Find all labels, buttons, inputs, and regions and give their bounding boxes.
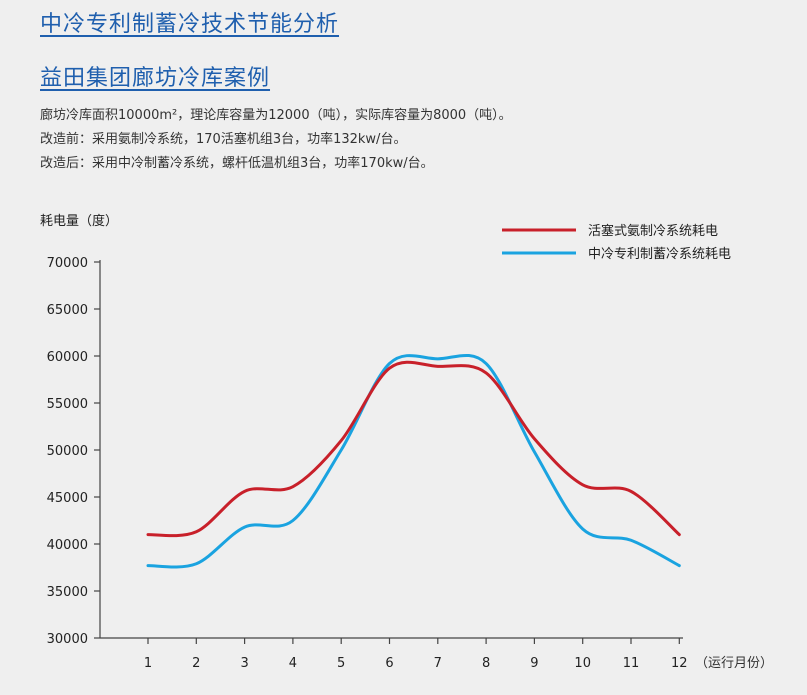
series-line-2 [146, 353, 681, 569]
y-tick-label: 70000 [47, 256, 88, 271]
x-tick-label: 12 [671, 656, 688, 671]
y-tick-label: 30000 [47, 632, 88, 647]
page-title: 中冷专利制蓄冷技术节能分析 [40, 12, 340, 37]
x-tick-label: 8 [482, 656, 490, 671]
x-axis-label: （运行月份） [695, 656, 773, 671]
x-tick-label: 5 [337, 656, 345, 671]
x-tick-label: 11 [623, 656, 640, 671]
y-tick-label: 65000 [47, 303, 88, 318]
x-tick-label: 3 [240, 656, 248, 671]
y-tick-label: 55000 [47, 397, 88, 412]
x-tick-label: 2 [192, 656, 200, 671]
y-tick-label: 45000 [47, 491, 88, 506]
x-tick-label: 1 [144, 656, 152, 671]
axes: 30000 35000 40000 45000 50000 55000 60000 65000… [47, 256, 688, 671]
series-lines [146, 353, 681, 569]
y-tick-label: 40000 [47, 538, 88, 553]
y-tick-label: 60000 [47, 350, 88, 365]
description-line-before: 改造前：采用氨制冷系统，170活塞机组3台，功率132kw/台。 [40, 132, 407, 147]
description-line-area: 廊坊冷库面积10000m²，理论库容量为12000（吨），实际库容量为8000（… [40, 108, 512, 123]
y-tick-label: 50000 [47, 444, 88, 459]
x-tick-label: 6 [385, 656, 393, 671]
series-line-1 [146, 360, 681, 538]
x-tick-label: 9 [530, 656, 538, 671]
legend-label-2: 中冷专利制蓄冷系统耗电 [588, 247, 731, 262]
x-tick-label: 4 [289, 656, 297, 671]
case-title: 益田集团廊坊冷库案例 [40, 66, 271, 91]
description-line-after: 改造后：采用中冷制蓄冷系统，螺杆低温机组3台，功率170kw/台。 [40, 156, 434, 171]
y-tick-label: 35000 [47, 585, 88, 600]
legend-label-1: 活塞式氨制冷系统耗电 [588, 223, 718, 239]
x-tick-label: 10 [574, 656, 591, 671]
y-axis-label: 耗电量（度） [40, 213, 118, 229]
x-tick-label: 7 [434, 656, 442, 671]
